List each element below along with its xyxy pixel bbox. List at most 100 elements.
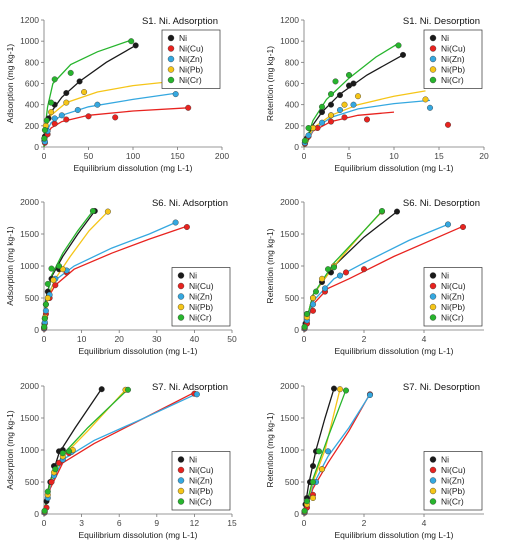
y-tick-label: 2000: [20, 197, 39, 207]
data-point-ni: [98, 386, 105, 393]
data-point-nipb: [355, 93, 362, 100]
data-point-nicr: [41, 127, 48, 134]
chart-panel-2: 0 200 400 600 800 1000 1200 0 5 10 15 20 Equilibrium…: [265, 15, 489, 173]
y-tick-label: 600: [285, 79, 299, 89]
data-point-nicr: [51, 76, 58, 83]
legend-marker: [429, 487, 437, 495]
legend-label: Ni(Cr): [441, 75, 464, 85]
chart-title: S6. Ni. Desorption: [403, 198, 480, 209]
data-point-nicu: [364, 116, 371, 123]
data-point-nicr: [67, 69, 74, 76]
x-tick-label: 50: [227, 334, 237, 344]
data-point-nipb: [63, 99, 70, 106]
legend-marker: [177, 498, 185, 505]
x-tick-label: 20: [114, 334, 124, 344]
data-point-nizn: [325, 448, 332, 455]
data-point-nicr: [304, 498, 311, 505]
legend-label: Ni(Pb): [441, 65, 465, 75]
y-tick-label: 1000: [20, 261, 39, 271]
fit-curve-nicr: [303, 42, 399, 148]
data-point-nicr: [59, 450, 66, 457]
x-tick-label: 150: [170, 151, 184, 161]
fit-curve-ni: [303, 54, 404, 148]
y-tick-label: 800: [285, 57, 299, 67]
legend-label: Ni(Zn): [441, 54, 465, 64]
y-tick-label: 500: [285, 477, 299, 487]
legend-marker: [177, 477, 185, 484]
data-point-nicr: [301, 323, 308, 330]
data-point-nicu: [52, 282, 59, 289]
data-point-nicr: [325, 266, 332, 273]
data-point-nizn: [445, 221, 452, 228]
data-point-nipb: [310, 295, 317, 302]
data-point-nicr: [52, 466, 59, 473]
data-point-nicr: [41, 323, 48, 330]
x-tick-label: 10: [389, 151, 399, 161]
data-point-nipb: [422, 96, 429, 103]
fit-curve-nicr: [303, 210, 383, 331]
data-point-ni: [350, 80, 357, 87]
data-point-nicr: [41, 315, 48, 322]
x-tick-label: 15: [434, 151, 444, 161]
data-point-nicr: [319, 103, 326, 110]
x-tick-label: 0: [42, 151, 47, 161]
data-point-nizn: [322, 285, 329, 292]
y-tick-label: 1500: [280, 229, 299, 239]
legend-label: Ni(Cu): [441, 465, 466, 475]
data-point-nipb: [328, 112, 335, 119]
data-point-nizn: [367, 392, 374, 399]
y-tick-label: 2000: [280, 381, 299, 391]
data-point-nicu: [445, 121, 452, 128]
y-tick-label: 500: [25, 477, 39, 487]
data-point-nizn: [427, 104, 434, 111]
y-tick-label: 200: [285, 121, 299, 131]
y-tick-label: 400: [285, 100, 299, 110]
data-point-nicr: [304, 311, 311, 318]
data-point-nipb: [59, 266, 66, 273]
data-point-nizn: [74, 106, 81, 113]
data-point-nicr: [301, 507, 308, 514]
legend-label: Ni(Cu): [441, 44, 466, 54]
y-tick-label: 1000: [280, 36, 299, 46]
data-point-ni: [76, 78, 83, 85]
data-point-ni: [63, 89, 70, 96]
y-tick-label: 1500: [280, 413, 299, 423]
data-point-nizn: [58, 112, 65, 119]
data-point-ni: [400, 51, 407, 58]
x-tick-label: 6: [117, 518, 122, 528]
legend-marker: [429, 477, 437, 484]
data-point-nicu: [460, 223, 467, 230]
data-point-nicr: [89, 207, 96, 214]
data-point-nicu: [328, 118, 335, 125]
data-point-nicr: [346, 71, 353, 78]
legend-marker: [429, 34, 437, 42]
x-tick-label: 15: [227, 518, 237, 528]
x-tick-label: 12: [190, 518, 200, 528]
data-point-nicr: [310, 479, 317, 486]
data-point-nicr: [44, 488, 51, 495]
y-tick-label: 2000: [280, 197, 299, 207]
fit-curve-nizn: [43, 221, 176, 331]
y-tick-label: 1000: [20, 445, 39, 455]
chart-panel-4: 0 500 1000 1500 2000 0 2 4 Equilibrium dissoluti…: [265, 197, 484, 356]
x-tick-label: 0: [302, 518, 307, 528]
y-tick-label: 1500: [20, 229, 39, 239]
legend-marker: [429, 272, 437, 279]
data-point-nipb: [104, 208, 111, 215]
x-tick-label: 2: [362, 518, 367, 528]
legend-label: Ni(Cu): [179, 44, 204, 54]
data-point-nicu: [185, 104, 192, 111]
legend-label: Ni(Zn): [441, 476, 465, 486]
data-point-nicr: [379, 207, 386, 214]
y-axis-label: Retention (mg kg-1): [265, 228, 275, 303]
data-point-nipb: [319, 275, 326, 282]
data-point-nizn: [305, 132, 312, 139]
data-point-nicu: [63, 116, 70, 123]
x-tick-label: 0: [302, 334, 307, 344]
y-tick-label: 1200: [20, 15, 39, 25]
data-point-nizn: [42, 307, 49, 314]
legend-label: Ni: [189, 271, 197, 281]
data-point-nizn: [337, 272, 344, 279]
data-point-nicr: [128, 38, 135, 45]
data-point-nicu: [51, 120, 58, 127]
